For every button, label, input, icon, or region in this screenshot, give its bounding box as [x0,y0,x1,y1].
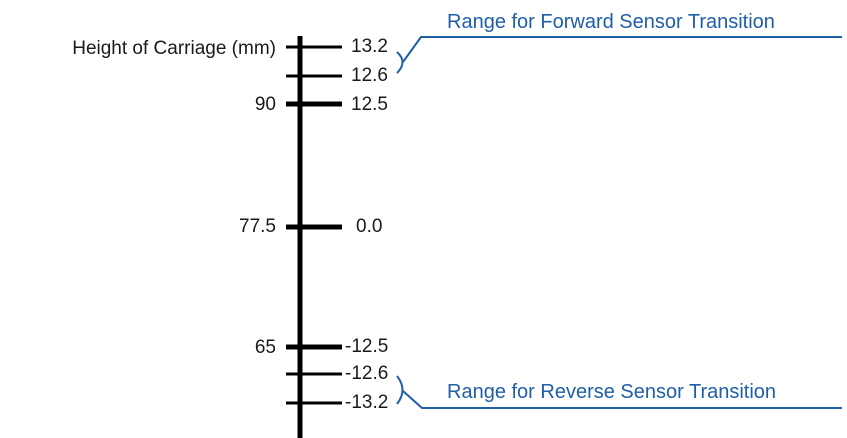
reverse-range-annotation: Range for Reverse Sensor Transition [447,381,777,403]
left-tick-label-77-5: 77.5 [239,216,276,237]
right-tick-label-minus-12-5: -12.5 [345,336,389,357]
right-tick-label-13-2: 13.2 [351,36,388,57]
forward-range-bracket [396,51,404,74]
left-tick-label-65: 65 [254,337,276,358]
forward-range-leader [402,36,842,63]
right-tick-label-minus-13-2: -13.2 [345,392,389,413]
right-tick-label-minus-12-6: -12.6 [345,363,389,384]
right-tick-label-12-5: 12.5 [351,94,388,115]
reverse-range-bracket [396,375,404,405]
right-tick-label-0-0: 0.0 [356,216,383,237]
right-tick-label-12-6: 12.6 [351,65,388,86]
forward-range-annotation: Range for Forward Sensor Transition [447,11,775,33]
reverse-range-leader [402,390,842,409]
axis-title: Height of Carriage (mm) [72,38,276,59]
left-tick-label-90: 90 [254,94,276,115]
